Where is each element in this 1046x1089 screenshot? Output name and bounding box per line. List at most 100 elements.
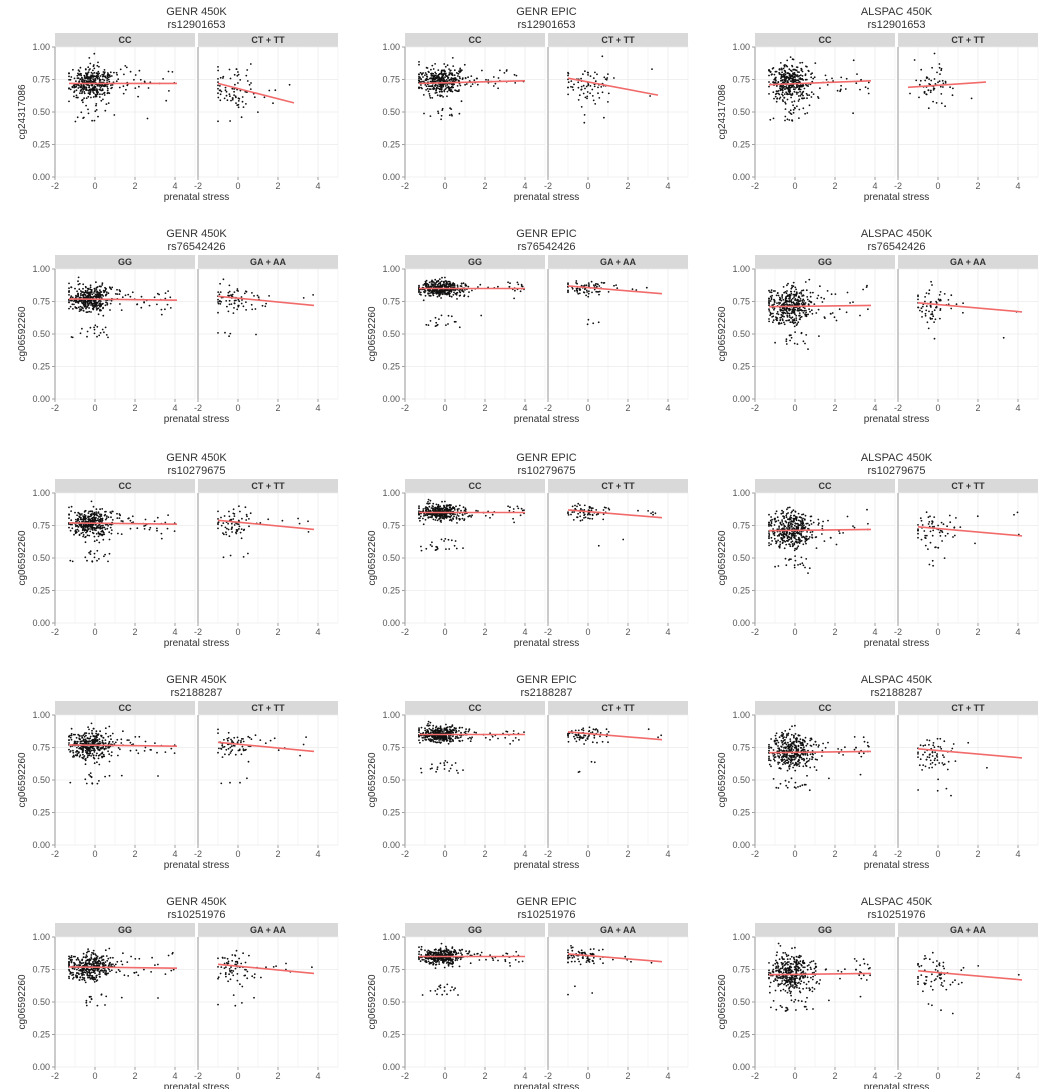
data-point	[418, 513, 420, 516]
data-point	[80, 296, 82, 299]
data-point	[97, 512, 100, 514]
data-point	[237, 523, 240, 526]
data-point	[99, 289, 101, 292]
data-point	[103, 94, 106, 96]
data-point	[438, 73, 441, 76]
data-point	[89, 530, 92, 533]
data-point	[239, 89, 242, 92]
data-point	[88, 310, 91, 313]
data-point	[635, 289, 638, 291]
data-point	[800, 315, 803, 318]
data-point	[89, 62, 92, 65]
data-point	[579, 519, 582, 522]
data-point	[443, 63, 446, 65]
data-point	[784, 108, 787, 110]
data-point	[927, 89, 930, 91]
data-point	[421, 87, 423, 90]
data-point	[298, 522, 301, 525]
data-point	[147, 87, 150, 89]
data-point	[87, 71, 90, 73]
data-point	[592, 99, 595, 102]
data-point	[97, 300, 100, 303]
data-point	[790, 541, 793, 543]
data-point	[607, 73, 609, 75]
data-point	[70, 510, 72, 512]
data-point	[774, 70, 777, 73]
data-point	[92, 307, 95, 310]
data-point	[68, 307, 70, 310]
data-point	[457, 515, 460, 517]
data-point	[106, 303, 109, 306]
data-point	[96, 514, 99, 517]
data-point	[235, 532, 238, 535]
data-point	[77, 295, 80, 297]
data-point	[217, 120, 219, 123]
data-point	[100, 515, 103, 517]
data-point	[799, 533, 801, 535]
data-point	[89, 75, 91, 78]
data-point	[784, 78, 787, 81]
facet-gg: GG-2 0 2 4	[51, 255, 196, 413]
data-point	[434, 509, 437, 512]
data-point	[454, 320, 457, 323]
y-tick-label: 0.25	[732, 140, 750, 150]
data-point	[91, 76, 94, 78]
data-point	[499, 69, 501, 72]
data-point	[448, 68, 450, 70]
data-point	[807, 69, 810, 72]
data-point	[768, 523, 770, 526]
data-point	[777, 565, 780, 567]
data-point	[456, 286, 459, 288]
data-point	[774, 93, 777, 96]
data-point	[93, 287, 96, 290]
data-point	[238, 525, 241, 528]
data-point	[933, 309, 936, 312]
data-point	[808, 536, 811, 538]
data-point	[856, 73, 858, 75]
x-tick-label: 4	[172, 627, 177, 637]
facet-cc: CC-2 0 2 4	[751, 479, 896, 637]
data-point	[121, 296, 124, 299]
x-tick-label: -2	[544, 181, 552, 191]
data-point	[567, 93, 569, 96]
data-point	[867, 522, 869, 525]
data-point	[438, 90, 441, 93]
data-point	[793, 543, 796, 546]
facet-strip-label: CC	[819, 35, 832, 45]
y-tick-label: 0.50	[382, 329, 400, 339]
data-point	[784, 312, 787, 315]
data-point	[447, 85, 450, 88]
data-point	[782, 94, 784, 97]
data-point	[233, 94, 236, 96]
data-point	[932, 100, 934, 103]
data-point	[95, 529, 97, 532]
data-point	[217, 311, 219, 314]
data-point	[246, 80, 249, 82]
data-point	[111, 286, 114, 289]
data-point	[772, 117, 775, 120]
data-point	[768, 537, 770, 539]
data-point	[94, 110, 97, 113]
data-point	[804, 526, 807, 528]
data-point	[810, 309, 813, 312]
data-point	[427, 283, 430, 286]
data-point	[84, 294, 87, 296]
data-point	[83, 303, 85, 306]
data-point	[921, 305, 924, 308]
data-point	[218, 300, 221, 303]
data-point	[802, 517, 804, 520]
facet-cttt: CT + TT-2 0 2 4	[544, 479, 689, 637]
data-point	[425, 323, 428, 326]
data-point	[90, 520, 93, 523]
data-point	[801, 520, 804, 523]
facet-strip-label: GG	[468, 257, 482, 267]
data-point	[100, 285, 102, 288]
data-point	[594, 103, 597, 105]
data-point	[429, 80, 432, 83]
data-point	[445, 508, 448, 510]
data-point	[435, 80, 438, 82]
data-point	[91, 510, 94, 513]
data-point	[125, 66, 128, 69]
data-point	[789, 295, 791, 297]
data-point	[465, 83, 468, 85]
